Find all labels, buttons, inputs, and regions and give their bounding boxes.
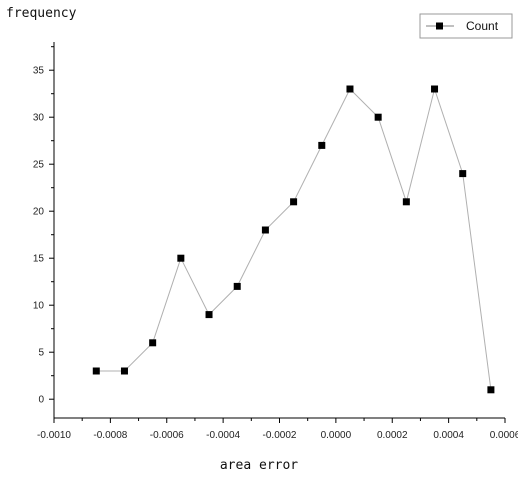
data-point (233, 282, 241, 290)
data-point (374, 113, 382, 121)
data-point (459, 170, 467, 178)
y-tick-label: 15 (33, 254, 45, 265)
legend-marker (436, 22, 443, 30)
y-ticks: 0 5 10 15 20 25 30 35 (33, 46, 54, 406)
y-tick-label: 0 (38, 395, 44, 406)
y-axis-label: frequency (6, 6, 77, 21)
y-tick-label: 35 (33, 66, 45, 77)
y-tick-label: 30 (33, 113, 45, 124)
x-tick-label: -0.0008 (93, 430, 127, 441)
x-tick-label: -0.0002 (263, 430, 297, 441)
x-axis-label: area error (219, 458, 299, 473)
data-point (487, 386, 495, 394)
x-tick-label: 0.0004 (433, 430, 464, 441)
data-point (92, 367, 100, 375)
x-tick-label: -0.0004 (206, 430, 240, 441)
x-tick-label: -0.0010 (37, 430, 71, 441)
x-tick-label: -0.0006 (150, 430, 184, 441)
data-point (261, 226, 269, 234)
y-tick-label: 25 (33, 160, 45, 171)
x-tick-label: 0.0000 (321, 430, 352, 441)
data-point (290, 198, 298, 206)
legend: Count (419, 13, 513, 39)
legend-label-count: Count (466, 19, 499, 33)
series-count (92, 85, 495, 394)
y-tick-label: 5 (38, 348, 44, 359)
x-tick-label: 0.0006 (490, 430, 518, 441)
data-point (318, 141, 326, 149)
x-ticks: -0.0010 -0.0008 -0.0006 -0.0004 -0.0002 0.000… (37, 418, 518, 441)
data-point (149, 339, 157, 347)
data-point (431, 85, 439, 93)
data-point (402, 198, 410, 206)
data-point (346, 85, 354, 93)
y-tick-label: 20 (33, 207, 45, 218)
y-tick-label: 10 (33, 301, 45, 312)
data-point (120, 367, 128, 375)
data-point (205, 311, 213, 319)
x-tick-label: 0.0002 (377, 430, 408, 441)
data-point (177, 254, 185, 262)
